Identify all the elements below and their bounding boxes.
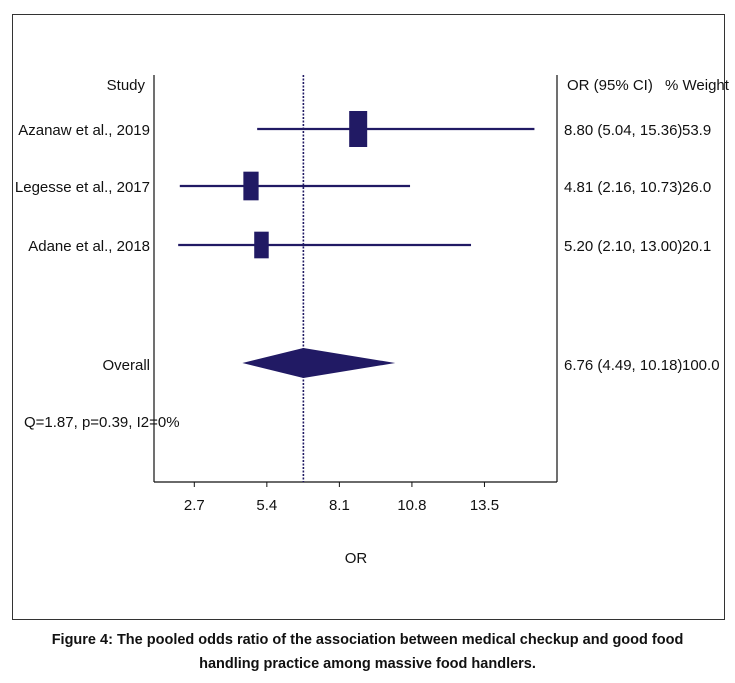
- x-tick-label: 13.5: [470, 497, 499, 514]
- x-axis-ticks: 2.7 5.4 8.1 10.8 13.5: [184, 482, 499, 514]
- overall-or-ci: 6.76 (4.49, 10.18): [564, 357, 682, 374]
- study-or-ci: 8.80 (5.04, 15.36): [564, 122, 682, 139]
- header-or-ci: OR (95% CI): [567, 77, 653, 94]
- study-point-box: [254, 231, 269, 259]
- x-tick-label: 10.8: [397, 497, 426, 514]
- caption-line-1: Figure 4: The pooled odds ratio of the a…: [51, 632, 684, 648]
- study-label: Adane et al., 2018: [28, 238, 150, 255]
- x-tick-label: 8.1: [329, 497, 350, 514]
- overall-label: Overall: [102, 357, 150, 374]
- plot-axes: [153, 75, 558, 483]
- study-point-box: [349, 111, 368, 147]
- figure-frame: [12, 14, 725, 620]
- study-row: Legesse et al., 2017 4.81 (2.16, 10.73) 26…: [15, 171, 711, 201]
- x-tick-label: 2.7: [184, 497, 205, 514]
- study-weight: 20.1: [682, 238, 711, 255]
- study-weight: 53.9: [682, 122, 711, 139]
- study-label: Azanaw et al., 2019: [18, 122, 150, 139]
- header-study: Study: [107, 77, 146, 94]
- study-row: Adane et al., 2018 5.20 (2.10, 13.00) 20.1: [28, 231, 711, 259]
- heterogeneity-text: Q=1.87, p=0.39, I2=0%: [24, 414, 180, 431]
- study-or-ci: 4.81 (2.16, 10.73): [564, 179, 682, 196]
- study-weight: 26.0: [682, 179, 711, 196]
- overall-diamond: [242, 348, 396, 378]
- study-label: Legesse et al., 2017: [15, 179, 150, 196]
- header-weight: % Weight: [665, 77, 730, 94]
- figure-caption: Figure 4: The pooled odds ratio of the a…: [0, 628, 735, 676]
- overall-weight: 100.0: [682, 357, 720, 374]
- study-row: Azanaw et al., 2019 8.80 (5.04, 15.36) 53.…: [18, 111, 711, 147]
- study-rows: Azanaw et al., 2019 8.80 (5.04, 15.36) 53.…: [15, 111, 711, 259]
- caption-line-2: handling practice among massive food han…: [199, 656, 536, 672]
- study-point-box: [243, 171, 259, 201]
- x-tick-label: 5.4: [256, 497, 277, 514]
- x-axis-label: OR: [345, 550, 368, 567]
- forest-plot: Azanaw et al., 2019 8.80 (5.04, 15.36) 53.…: [15, 75, 730, 567]
- study-or-ci: 5.20 (2.10, 13.00): [564, 238, 682, 255]
